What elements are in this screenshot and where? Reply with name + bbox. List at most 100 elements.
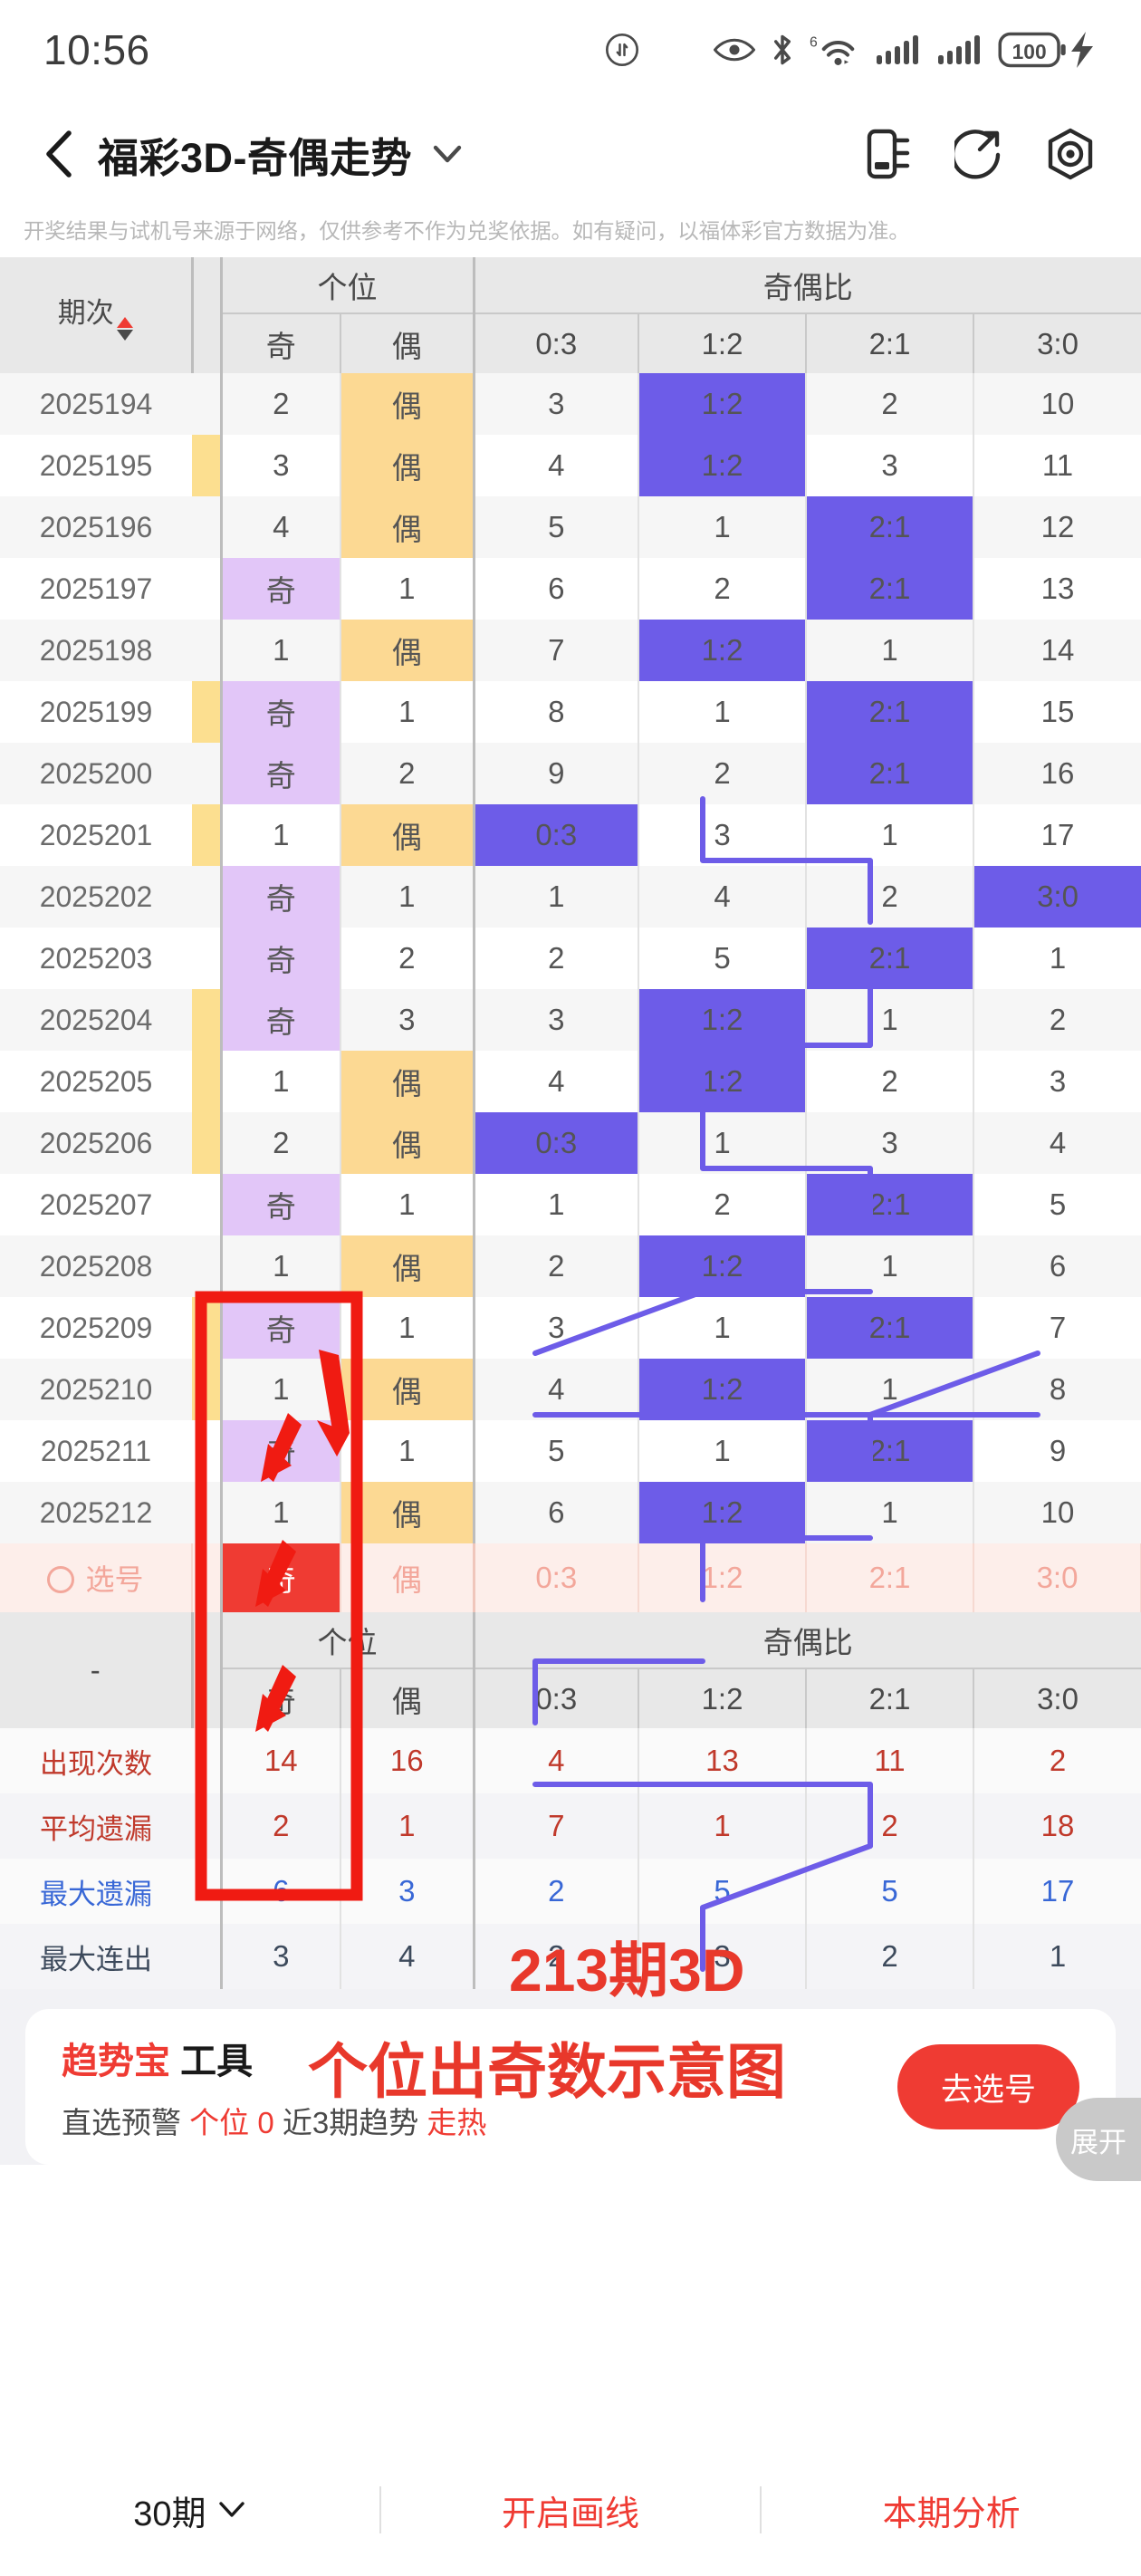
cell-even[interactable]: 1	[340, 1174, 475, 1235]
cell-ratio-3:0[interactable]: 10	[973, 1482, 1141, 1543]
cell-ratio-0:3[interactable]: 2	[474, 1235, 639, 1297]
period-select-button[interactable]: 30期	[0, 2485, 379, 2535]
table-row[interactable]: 2025200 奇 2 9 2 2:1 16	[0, 743, 1141, 804]
pick-label[interactable]: 选号	[0, 1543, 193, 1612]
cell-ratio-0:3[interactable]: 7	[474, 620, 639, 681]
table-row[interactable]: 2025195 3 偶 4 1:2 3 11	[0, 435, 1141, 496]
cell-even[interactable]: 偶	[340, 1482, 475, 1543]
cell-ratio-2:1[interactable]: 2:1	[806, 681, 974, 743]
cell-ratio-1:2[interactable]: 3	[638, 804, 807, 866]
cell-even[interactable]: 偶	[340, 1051, 475, 1112]
table-row[interactable]: 2025211 奇 1 5 1 2:1 9	[0, 1420, 1141, 1482]
promo-card[interactable]: 趋势宝 工具 直选预警 个位 0 近3期趋势 走热 去选号	[25, 2009, 1116, 2165]
draw-line-button[interactable]: 开启画线	[502, 2494, 640, 2533]
cell-ratio-1:2[interactable]: 2	[638, 743, 807, 804]
cell-even[interactable]: 3	[340, 989, 475, 1051]
cell-even[interactable]: 偶	[340, 620, 475, 681]
cell-odd[interactable]: 3	[221, 435, 341, 496]
target-icon[interactable]	[1045, 128, 1096, 180]
cell-ratio-0:3[interactable]: 3	[474, 989, 639, 1051]
cell-ratio-2:1[interactable]: 3	[806, 1112, 974, 1174]
cell-ratio-0:3[interactable]: 9	[474, 743, 639, 804]
cell-even[interactable]: 偶	[340, 373, 475, 435]
table-row[interactable]: 2025209 奇 1 3 1 2:1 7	[0, 1297, 1141, 1359]
cell-ratio-3:0[interactable]: 11	[1041, 448, 1074, 482]
cell-ratio-1:2[interactable]: 1:2	[638, 435, 807, 496]
pick-cell-偶[interactable]: 偶	[340, 1543, 475, 1612]
cell-ratio-0:3[interactable]: 8	[474, 681, 639, 743]
cell-odd[interactable]: 奇	[221, 1174, 341, 1235]
cell-ratio-1:2[interactable]: 5	[638, 928, 807, 989]
table-row[interactable]: 2025207 奇 1 1 2 2:1 5	[0, 1174, 1141, 1235]
cell-ratio-1:2[interactable]: 1:2	[638, 989, 807, 1051]
cell-ratio-2:1[interactable]: 1	[806, 1359, 974, 1420]
cell-ratio-1:2[interactable]: 1	[638, 1297, 807, 1359]
cell-even[interactable]: 偶	[340, 1359, 475, 1420]
cell-ratio-3:0[interactable]: 4	[973, 1112, 1141, 1174]
cell-ratio-2:1[interactable]: 2:1	[806, 928, 974, 989]
cell-ratio-1:2[interactable]: 2	[638, 558, 807, 620]
cell-ratio-3:0[interactable]: 5	[1049, 1187, 1067, 1221]
cell-ratio-1:2[interactable]: 1:2	[638, 1482, 807, 1543]
header-col-6[interactable]: 3:0	[973, 312, 1141, 373]
cell-ratio-0:3[interactable]: 2	[474, 928, 639, 989]
cell-even[interactable]: 偶	[340, 435, 475, 496]
cell-ratio-3:0[interactable]: 7	[1049, 1311, 1067, 1344]
cell-ratio-3:0[interactable]: 15	[1040, 695, 1075, 728]
cell-ratio-0:3[interactable]: 5	[474, 496, 639, 558]
cell-ratio-2:1[interactable]: 2:1	[806, 496, 974, 558]
cell-odd[interactable]: 奇	[221, 928, 341, 989]
cell-even[interactable]: 偶	[340, 804, 475, 866]
cell-ratio-1:2[interactable]: 1	[638, 496, 807, 558]
cell-even[interactable]: 1	[340, 1297, 475, 1359]
analysis-button[interactable]: 本期分析	[882, 2494, 1021, 2533]
table-row[interactable]: 2025196 4 偶 5 1 2:1 12	[0, 496, 1141, 558]
table-row[interactable]: 2025203 奇 2 2 5 2:1 1	[0, 928, 1141, 989]
cell-odd[interactable]: 1	[221, 804, 341, 866]
cell-ratio-3:0[interactable]: 1	[1049, 941, 1067, 975]
pick-cell-奇[interactable]: 奇	[221, 1543, 341, 1612]
pick-row[interactable]: 选号奇偶 0:3 1:2 2:1 3:0	[0, 1543, 1141, 1612]
table-row[interactable]: 2025212 1 偶 6 1:2 1 10	[0, 1482, 1141, 1543]
cell-ratio-0:3[interactable]: 0:3	[474, 1112, 639, 1174]
cell-ratio-0:3[interactable]: 6	[474, 1482, 639, 1543]
cell-ratio-0:3[interactable]: 3	[474, 373, 639, 435]
cell-ratio-1:2[interactable]: 4	[638, 866, 807, 928]
cell-ratio-3:0[interactable]: 10	[973, 373, 1141, 435]
cell-ratio-1:2[interactable]: 2	[638, 1174, 807, 1235]
cell-ratio-3:0[interactable]: 13	[1040, 572, 1075, 605]
table-row[interactable]: 2025194 2 偶 3 1:2 2 10	[0, 373, 1141, 435]
title-dropdown-button[interactable]	[432, 144, 463, 164]
cell-ratio-0:3[interactable]: 4	[474, 1359, 639, 1420]
table-row[interactable]: 2025197 奇 1 6 2 2:1 13	[0, 558, 1141, 620]
header-col-4[interactable]: 1:2	[638, 312, 807, 373]
cell-ratio-3:0[interactable]: 6	[973, 1235, 1141, 1297]
pick-cell-1:2[interactable]: 1:2	[638, 1543, 807, 1612]
cell-ratio-1:2[interactable]: 1:2	[638, 1051, 807, 1112]
cell-ratio-1:2[interactable]: 1:2	[638, 1359, 807, 1420]
cell-ratio-1:2[interactable]: 1	[638, 1420, 807, 1482]
header-col-5[interactable]: 2:1	[806, 312, 974, 373]
back-button[interactable]	[33, 130, 85, 178]
cell-ratio-0:3[interactable]: 1	[474, 866, 639, 928]
cell-even[interactable]: 1	[340, 681, 475, 743]
table-row[interactable]: 2025208 1 偶 2 1:2 1 6	[0, 1235, 1141, 1297]
cell-odd[interactable]: 奇	[221, 866, 341, 928]
cell-ratio-2:1[interactable]: 2	[806, 373, 974, 435]
layout-toggle-icon[interactable]	[866, 128, 913, 180]
share-icon[interactable]	[954, 128, 1003, 180]
cell-ratio-3:0[interactable]: 9	[1049, 1434, 1067, 1467]
cell-ratio-0:3[interactable]: 1	[474, 1174, 639, 1235]
cell-ratio-1:2[interactable]: 1:2	[638, 620, 807, 681]
cell-ratio-3:0[interactable]: 3	[1049, 1064, 1067, 1098]
expand-button[interactable]: 展开	[1056, 2098, 1141, 2181]
header-col-1[interactable]: 奇	[221, 312, 341, 373]
cell-ratio-2:1[interactable]: 3	[806, 435, 974, 496]
cell-even[interactable]: 2	[340, 743, 475, 804]
cell-ratio-2:1[interactable]: 2	[806, 866, 974, 928]
cell-odd[interactable]: 奇	[221, 681, 341, 743]
cell-even[interactable]: 偶	[340, 496, 475, 558]
cell-odd[interactable]: 奇	[221, 1420, 341, 1482]
cell-ratio-2:1[interactable]: 1	[806, 989, 974, 1051]
cell-ratio-2:1[interactable]: 2:1	[806, 1420, 974, 1482]
